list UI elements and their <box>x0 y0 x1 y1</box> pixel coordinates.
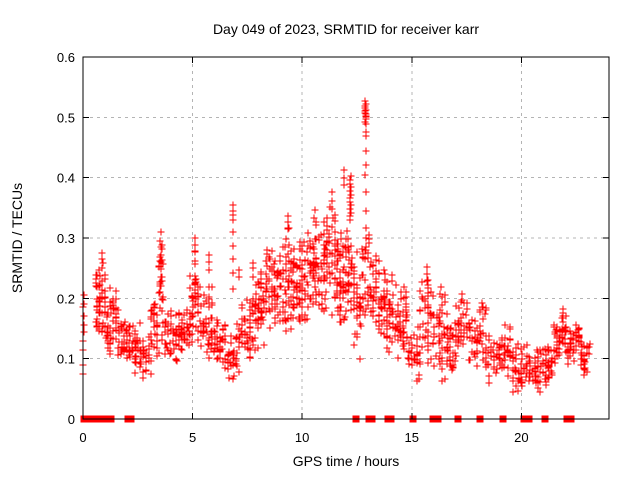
x-tick-label: 15 <box>405 430 419 445</box>
y-tick-label: 0.3 <box>57 231 75 246</box>
y-axis-label: SRMTID / TECUs <box>9 183 25 293</box>
y-tick-label: 0 <box>68 412 75 427</box>
x-axis-label: GPS time / hours <box>293 453 400 469</box>
tick-labels: 0 0.1 0.2 0.3 0.4 0.5 0.6 0 5 10 15 20 <box>57 50 529 445</box>
chart-title: Day 049 of 2023, SRMTID for receiver kar… <box>213 21 479 37</box>
y-tick-label: 0.1 <box>57 352 75 367</box>
y-tick-label: 0.6 <box>57 50 75 65</box>
grid-lines <box>83 57 609 419</box>
x-tick-label: 5 <box>189 430 196 445</box>
axes-border-and-ticks <box>82 56 610 420</box>
zero-value-markers <box>80 415 575 423</box>
scatter-points <box>79 97 594 396</box>
y-tick-label: 0.2 <box>57 291 75 306</box>
x-tick-label: 10 <box>295 430 309 445</box>
y-tick-label: 0.5 <box>57 110 75 125</box>
x-tick-label: 0 <box>79 430 86 445</box>
x-tick-label: 20 <box>514 430 528 445</box>
y-tick-label: 0.4 <box>57 171 75 186</box>
